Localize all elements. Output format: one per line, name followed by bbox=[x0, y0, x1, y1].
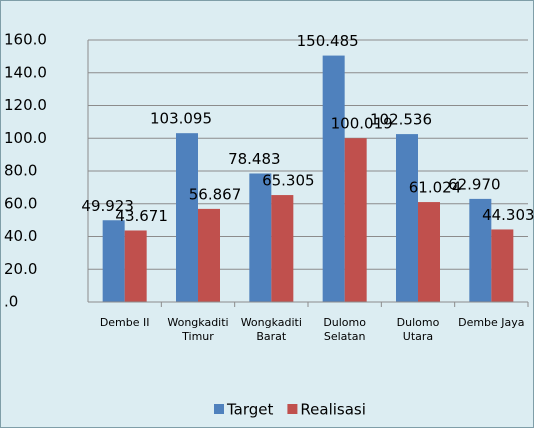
y-tick-label: 100.0 bbox=[4, 129, 47, 147]
bar bbox=[176, 133, 198, 302]
data-label: 78.483 bbox=[228, 150, 281, 168]
y-tick-label: 40.0 bbox=[4, 227, 37, 245]
data-label: 61.024 bbox=[409, 179, 462, 197]
y-tick-label: 160.0 bbox=[4, 31, 47, 49]
x-tick-label: Dembe Jaya bbox=[458, 316, 525, 329]
legend-swatch bbox=[287, 404, 298, 414]
bar bbox=[271, 195, 294, 302]
bar bbox=[491, 229, 514, 302]
data-label: 43.671 bbox=[115, 207, 168, 225]
bar bbox=[344, 138, 367, 302]
bar bbox=[102, 220, 125, 302]
legend-label: Target bbox=[226, 401, 274, 419]
x-tick-label: Wongkaditi Timur bbox=[167, 316, 229, 343]
data-label: 150.485 bbox=[297, 32, 359, 50]
data-label: 103.095 bbox=[150, 110, 212, 128]
y-tick-label: 140.0 bbox=[4, 63, 47, 81]
legend-label: Realisasi bbox=[300, 401, 366, 419]
data-label: 62.970 bbox=[448, 175, 501, 193]
data-label: 102.536 bbox=[370, 111, 432, 129]
legend-swatch bbox=[214, 404, 224, 414]
data-label: 56.867 bbox=[189, 185, 242, 203]
y-tick-label: .0 bbox=[4, 293, 18, 311]
bar bbox=[124, 230, 147, 302]
bar bbox=[469, 198, 492, 302]
bar bbox=[249, 173, 272, 302]
y-tick-label: 60.0 bbox=[4, 194, 37, 212]
bar bbox=[198, 208, 220, 302]
bar bbox=[396, 134, 418, 302]
data-label: 100.019 bbox=[331, 115, 393, 133]
y-tick-label: 80.0 bbox=[4, 162, 37, 180]
data-label: 49.923 bbox=[81, 197, 134, 215]
bar bbox=[418, 202, 440, 302]
data-label: 44.303 bbox=[482, 206, 534, 224]
x-tick-label: Wongkaditi Barat bbox=[240, 316, 302, 343]
y-tick-label: 20.0 bbox=[4, 260, 37, 278]
bar bbox=[322, 55, 345, 302]
x-tick-label: Dembe II bbox=[99, 316, 150, 329]
y-tick-label: 120.0 bbox=[4, 96, 47, 114]
x-tick-label: Dulomo Utara bbox=[396, 316, 440, 343]
data-label: 65.305 bbox=[262, 172, 315, 190]
x-tick-label: Dulomo Selatan bbox=[323, 316, 366, 343]
